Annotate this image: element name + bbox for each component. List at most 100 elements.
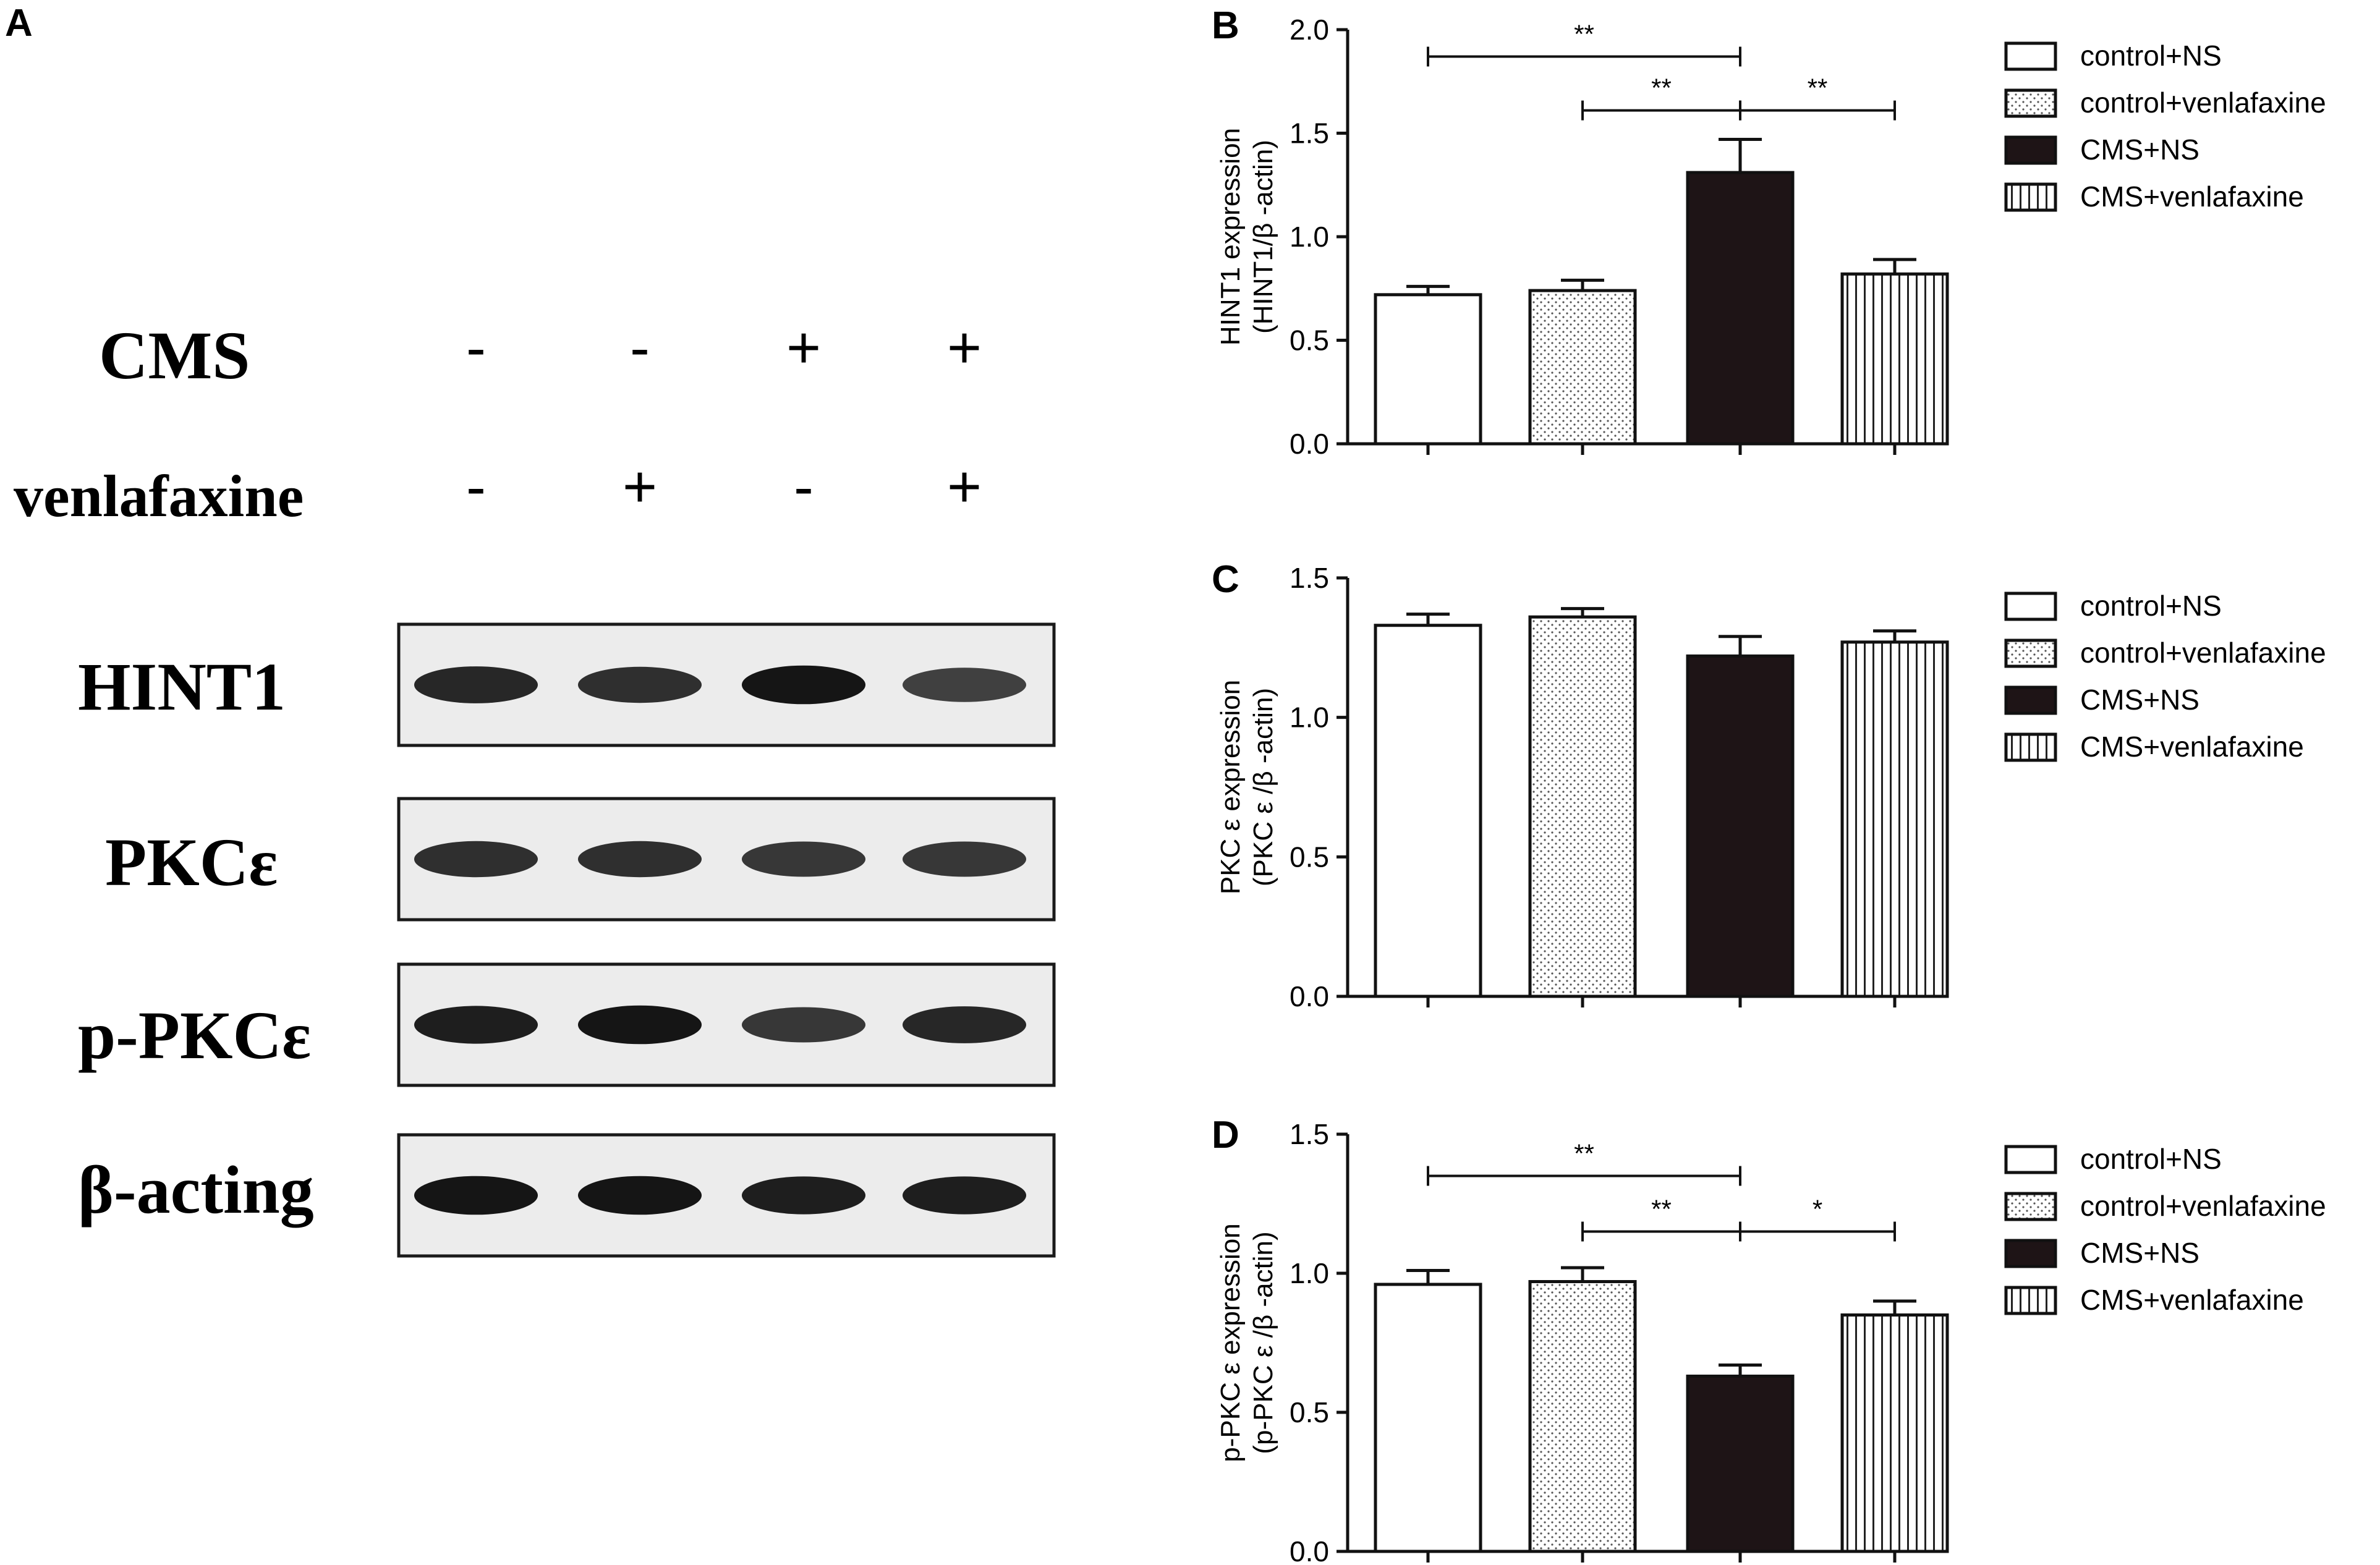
- legend-swatch-1: [2004, 638, 2057, 668]
- panel-letter-b: B: [1212, 4, 1239, 47]
- bar-1: [1528, 289, 1637, 446]
- y-tick-label: 0.5: [1290, 324, 1329, 357]
- y-tick-label: 1.0: [1290, 702, 1329, 734]
- legend-swatch-3: [2004, 732, 2057, 762]
- blot-label-p-pkce: p-PKCε: [78, 998, 311, 1073]
- blot-band-2-1: [578, 1005, 702, 1045]
- sign-0-1: -: [630, 315, 650, 381]
- significance-label: **: [1808, 74, 1828, 103]
- y-axis-label-line1: p-PKC ε expression: [1215, 1223, 1246, 1462]
- blot-band-2-3: [903, 1006, 1026, 1043]
- legend-swatch-0: [2004, 592, 2057, 621]
- legend-swatch-2: [2004, 135, 2057, 165]
- panel-letter-d: D: [1212, 1114, 1239, 1156]
- chart-c: C 0.0 0.5 1.0 1.5 PKC ε expression (PKC ε /β -…: [1212, 558, 2326, 1012]
- bar-0: [1374, 293, 1482, 446]
- y-tick-label: 0.5: [1290, 1396, 1329, 1428]
- legend-swatch-1: [2004, 88, 2057, 118]
- blot-band-0-2: [742, 665, 865, 705]
- bar-1: [1528, 615, 1637, 998]
- y-axis-label-line2: (HINT1/β -actin): [1248, 140, 1278, 334]
- legend-label-1: control+venlafaxine: [2080, 87, 2326, 119]
- condition-label-venlafaxine: venlafaxine: [14, 463, 304, 529]
- y-axis-label-line2: (p-PKC ε /β -actin): [1248, 1231, 1278, 1454]
- blot-band-0-1: [578, 666, 702, 703]
- condition-label-cms: CMS: [99, 318, 250, 393]
- bar-0: [1374, 624, 1482, 998]
- legend-swatch-0: [2004, 1145, 2057, 1174]
- legend-swatch-2: [2004, 1239, 2057, 1268]
- y-axis-label-line1: HINT1 expression: [1215, 128, 1246, 346]
- blot-band-1-3: [903, 841, 1026, 877]
- y-tick-label: 1.0: [1290, 221, 1329, 253]
- blot-band-3-0: [414, 1176, 538, 1215]
- condition-signs: - - + + - + - +: [466, 315, 982, 520]
- legend-label-3: CMS+venlafaxine: [2080, 731, 2304, 763]
- legend-label-0: control+NS: [2080, 40, 2222, 72]
- panel-a-letter: A: [5, 2, 33, 45]
- sign-0-0: -: [466, 315, 486, 381]
- significance-label: **: [1574, 20, 1594, 49]
- western-blots: [397, 622, 1056, 1258]
- bar-2: [1686, 171, 1795, 446]
- legend-swatch-2: [2004, 685, 2057, 715]
- legend-label-0: control+NS: [2080, 1143, 2222, 1175]
- chart-b: B 0.0 0.5 1.0 1.5 2.0 HINT1 expression (HINT1/β…: [1212, 4, 2326, 460]
- significance-label: **: [1651, 74, 1672, 103]
- y-tick-label: 1.0: [1290, 1257, 1329, 1289]
- y-axis-label-line2: (PKC ε /β -actin): [1248, 688, 1278, 886]
- y-tick-label: 0.0: [1290, 1535, 1329, 1565]
- bar-2: [1686, 654, 1795, 998]
- chart-d: D 0.0 0.5 1.0 1.5 p-PKC ε expression (p-PKC ε …: [1212, 1114, 2326, 1565]
- blot-band-3-3: [903, 1176, 1026, 1215]
- legend-label-0: control+NS: [2080, 590, 2222, 622]
- blot-band-3-1: [578, 1176, 702, 1215]
- panel-letter-c: C: [1212, 558, 1239, 601]
- y-tick-label: 1.5: [1290, 1118, 1329, 1150]
- blot-label-hint1: HINT1: [78, 649, 286, 724]
- y-tick-label: 0.0: [1290, 980, 1329, 1012]
- significance-label: *: [1813, 1195, 1822, 1224]
- legend-label-2: CMS+NS: [2080, 1237, 2199, 1269]
- bar-3: [1840, 272, 1949, 446]
- legend-label-1: control+venlafaxine: [2080, 637, 2326, 669]
- bar-2: [1686, 1375, 1795, 1553]
- legend-label-3: CMS+venlafaxine: [2080, 1284, 2304, 1316]
- sign-1-0: -: [466, 454, 486, 520]
- legend-label-2: CMS+NS: [2080, 134, 2199, 166]
- legend-label-2: CMS+NS: [2080, 684, 2199, 716]
- blot-band-1-2: [742, 841, 865, 877]
- y-tick-label: 1.5: [1290, 562, 1329, 594]
- blot-band-1-1: [578, 841, 702, 878]
- legend-swatch-3: [2004, 1286, 2057, 1315]
- y-axis-label-line1: PKC ε expression: [1215, 680, 1246, 894]
- y-tick-label: 1.5: [1290, 117, 1329, 150]
- bar-0: [1374, 1283, 1482, 1553]
- bar-3: [1840, 640, 1949, 998]
- sign-1-2: -: [794, 454, 814, 520]
- blot-label-beta-acting: β-acting: [78, 1152, 314, 1228]
- significance-label: **: [1651, 1195, 1672, 1224]
- blot-band-0-0: [414, 666, 538, 703]
- legend-swatch-0: [2004, 41, 2057, 71]
- blot-band-1-0: [414, 841, 538, 878]
- legend-label-3: CMS+venlafaxine: [2080, 180, 2304, 213]
- y-tick-label: 0.0: [1290, 428, 1329, 460]
- blot-band-0-3: [903, 668, 1026, 702]
- legend-swatch-1: [2004, 1192, 2057, 1221]
- sign-0-2: +: [786, 315, 821, 381]
- legend-label-1: control+venlafaxine: [2080, 1190, 2326, 1222]
- blot-label-pkce: PKCε: [105, 825, 278, 900]
- legend-swatch-3: [2004, 182, 2057, 212]
- y-tick-label: 2.0: [1290, 14, 1329, 46]
- blot-band-2-0: [414, 1006, 538, 1044]
- significance-label: **: [1574, 1139, 1594, 1168]
- bar-1: [1528, 1280, 1637, 1553]
- bar-3: [1840, 1313, 1949, 1553]
- sign-0-3: +: [947, 315, 982, 381]
- blot-band-2-2: [742, 1007, 865, 1043]
- panel-a: A CMS venlafaxine - - + + - + - + HINT1 PKCε p-…: [5, 2, 1056, 1258]
- sign-1-3: +: [947, 454, 982, 520]
- sign-1-1: +: [623, 454, 657, 520]
